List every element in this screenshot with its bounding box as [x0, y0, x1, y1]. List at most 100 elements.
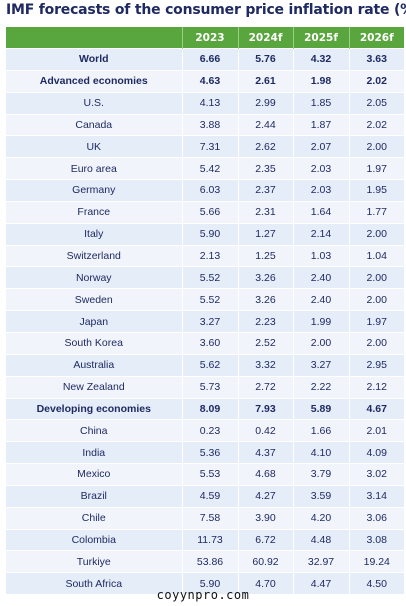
table-row: Sweden 5.52 3.26 2.40 2.00	[6, 288, 404, 311]
value-cell: 3.02	[348, 463, 404, 486]
table-row: Colombia 11.73 6.72 4.48 3.08	[6, 528, 404, 551]
value-cell: 2.00	[348, 331, 404, 355]
row-label: Brazil	[6, 484, 182, 508]
value-cell: 1.77	[348, 200, 404, 224]
row-label: Japan	[6, 310, 182, 333]
row-label: Advanced economies	[6, 69, 182, 93]
value-cell: 1.85	[292, 91, 349, 115]
value-cell: 4.70	[237, 572, 293, 595]
table-row: South Korea 3.60 2.52 2.00 2.00	[6, 331, 404, 355]
value-cell: 1.27	[237, 222, 293, 246]
value-cell: 4.59	[181, 484, 238, 508]
row-label: Norway	[6, 266, 182, 289]
row-label: China	[6, 419, 182, 442]
value-cell: 3.59	[292, 484, 349, 508]
value-cell: 2.72	[237, 375, 293, 398]
value-cell: 1.98	[292, 69, 349, 93]
value-cell: 7.58	[181, 506, 238, 530]
table-row: China 0.23 0.42 1.66 2.01	[6, 419, 404, 442]
table-row: Mexico 5.53 4.68 3.79 3.02	[6, 463, 404, 486]
value-cell: 2.62	[237, 135, 293, 158]
table-row: Brazil 4.59 4.27 3.59 3.14	[6, 484, 404, 508]
value-cell: 1.64	[292, 200, 349, 224]
table-row: Developing economies 8.09 7.93 5.89 4.67	[6, 397, 404, 420]
value-cell: 4.63	[181, 69, 238, 93]
value-cell: 5.52	[181, 288, 238, 311]
header-row: 2023 2024f 2025f 2026f	[6, 27, 404, 49]
value-cell: 7.93	[237, 397, 293, 420]
value-cell: 4.10	[292, 441, 349, 464]
value-cell: 1.66	[292, 419, 349, 442]
value-cell: 2.03	[292, 157, 349, 180]
row-label: Italy	[6, 222, 182, 246]
row-label: France	[6, 200, 182, 224]
value-cell: 2.00	[292, 331, 349, 355]
value-cell: 5.73	[181, 375, 238, 398]
value-cell: 2.13	[181, 244, 238, 267]
value-cell: 2.05	[348, 91, 404, 115]
value-cell: 2.02	[348, 113, 404, 136]
table-row: Chile 7.58 3.90 4.20 3.06	[6, 506, 404, 530]
table-row: Advanced economies 4.63 2.61 1.98 2.02	[6, 69, 404, 93]
value-cell: 3.60	[181, 331, 238, 355]
value-cell: 4.32	[292, 48, 349, 71]
value-cell: 2.02	[348, 69, 404, 93]
value-cell: 3.08	[348, 528, 404, 551]
row-label: Mexico	[6, 463, 182, 486]
value-cell: 5.36	[181, 441, 238, 464]
row-label: India	[6, 441, 182, 464]
value-cell: 2.52	[237, 331, 293, 355]
value-cell: 1.95	[348, 179, 404, 202]
table-row: Euro area 5.42 2.35 2.03 1.97	[6, 157, 404, 180]
header-cell-2025f: 2025f	[292, 27, 349, 49]
value-cell: 4.50	[348, 572, 404, 595]
value-cell: 3.90	[237, 506, 293, 530]
value-cell: 5.66	[181, 200, 238, 224]
row-label: New Zealand	[6, 375, 182, 398]
table-row: World 6.66 5.76 4.32 3.63	[6, 48, 404, 71]
table-row: UK 7.31 2.62 2.07 2.00	[6, 135, 404, 158]
header-cell-2023: 2023	[181, 27, 238, 49]
table-row: Italy 5.90 1.27 2.14 2.00	[6, 222, 404, 246]
value-cell: 7.31	[181, 135, 238, 158]
value-cell: 8.09	[181, 397, 238, 420]
row-label: South Africa	[6, 572, 182, 595]
value-cell: 3.32	[237, 353, 293, 377]
value-cell: 2.03	[292, 179, 349, 202]
value-cell: 5.42	[181, 157, 238, 180]
value-cell: 3.06	[348, 506, 404, 530]
table-row: New Zealand 5.73 2.72 2.22 2.12	[6, 375, 404, 398]
inflation-table: 2023 2024f 2025f 2026f World 6.66 5.76 4.32…	[6, 27, 404, 595]
value-cell: 2.01	[348, 419, 404, 442]
value-cell: 4.09	[348, 441, 404, 464]
header-cell-country	[6, 27, 182, 49]
value-cell: 0.42	[237, 419, 293, 442]
value-cell: 1.03	[292, 244, 349, 267]
value-cell: 11.73	[181, 528, 238, 551]
value-cell: 1.25	[237, 244, 293, 267]
value-cell: 2.00	[348, 222, 404, 246]
value-cell: 32.97	[292, 550, 349, 573]
value-cell: 2.00	[348, 266, 404, 289]
value-cell: 1.87	[292, 113, 349, 136]
value-cell: 2.22	[292, 375, 349, 398]
value-cell: 2.23	[237, 310, 293, 333]
value-cell: 4.48	[292, 528, 349, 551]
row-label: Switzerland	[6, 244, 182, 267]
value-cell: 5.90	[181, 572, 238, 595]
value-cell: 6.66	[181, 48, 238, 71]
value-cell: 6.03	[181, 179, 238, 202]
value-cell: 5.53	[181, 463, 238, 486]
value-cell: 60.92	[237, 550, 293, 573]
row-label: South Korea	[6, 331, 182, 355]
value-cell: 2.95	[348, 353, 404, 377]
table-row: India 5.36 4.37 4.10 4.09	[6, 441, 404, 464]
value-cell: 0.23	[181, 419, 238, 442]
value-cell: 4.67	[348, 397, 404, 420]
row-label: Turkiye	[6, 550, 182, 573]
table-title: IMF forecasts of the consumer price infl…	[6, 2, 406, 18]
value-cell: 1.97	[348, 157, 404, 180]
value-cell: 5.52	[181, 266, 238, 289]
value-cell: 1.04	[348, 244, 404, 267]
table-row: Norway 5.52 3.26 2.40 2.00	[6, 266, 404, 289]
